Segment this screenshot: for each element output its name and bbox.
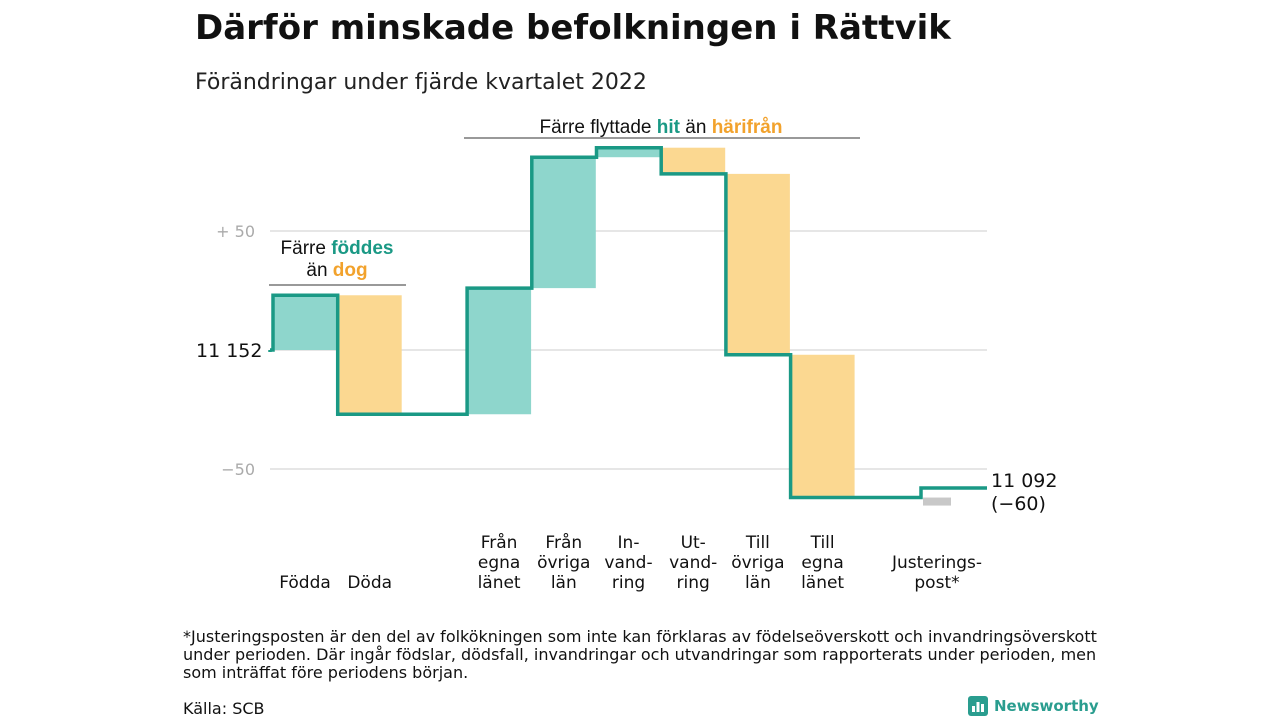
end-value-label: 11 092: [991, 470, 1057, 492]
bar-2: [337, 295, 402, 415]
bar-3: [467, 288, 532, 415]
annotation-births-deaths-line2: än dog: [306, 260, 367, 281]
category-label-5: In-vand-ring: [604, 533, 652, 593]
y-tick-label: −50: [221, 460, 255, 479]
annotation-2-part-4: härifrån: [712, 117, 783, 138]
annotation-1-part-1: Färre: [281, 238, 332, 259]
bars: [273, 147, 951, 506]
bar-8: [790, 354, 855, 498]
running-total-path: [270, 145, 987, 500]
bar-7: [725, 173, 790, 355]
annotation-migration: Färre flyttade hit än härifrån: [540, 117, 783, 138]
annotation-2-part-1: Färre flyttade: [540, 117, 657, 138]
category-label-4: Från övriga län: [537, 532, 590, 593]
annotation-1-part-2: föddes: [331, 238, 393, 259]
brand-name: Newsworthy: [994, 697, 1099, 715]
waterfall-chart: + 50 −50 11 152 11 092(−60) Födda Döda Från egn…: [196, 117, 1057, 593]
bar-chart-logo-icon: [968, 696, 988, 716]
brand-logo: Newsworthy: [968, 696, 1099, 716]
y-tick-label: + 50: [216, 222, 255, 241]
bar-4: [531, 157, 596, 289]
category-label-2: Döda: [347, 573, 392, 593]
annotation-2-part-2: hit: [657, 117, 681, 138]
category-label-1: Födda: [279, 573, 331, 593]
annotation-1-line2-part-1: än: [306, 260, 332, 281]
chart-subtitle: Förändringar under fjärde kvartalet 2022: [195, 70, 647, 95]
annotation-1-line2-part-2: dog: [333, 260, 368, 281]
labels: + 50 −50 11 152 11 092(−60) Födda Döda Från egn…: [196, 222, 1057, 593]
category-label-3: Från egna länet: [478, 532, 521, 593]
running-total-line: [268, 145, 987, 500]
chart-title: Därför minskade befolkningen i Rättvik: [195, 8, 951, 48]
footnote: *Justeringsposten är den del av folkökni…: [183, 627, 1097, 682]
source-label: Källa: SCB: [183, 699, 265, 718]
annotations: Färre föddes än dog Färre flyttade hit ä…: [269, 117, 860, 286]
annotation-2-part-3: än: [680, 117, 712, 138]
bar-1: [273, 295, 337, 350]
category-label-6: Ut-vand-ring: [669, 533, 717, 593]
category-label-9: Justerings-post*: [891, 553, 982, 593]
annotation-births-deaths: Färre föddes: [281, 238, 394, 259]
category-label-7: Till övriga län: [731, 533, 784, 593]
bar-6: [661, 147, 726, 174]
end-change-label: (−60): [991, 493, 1046, 515]
bar-9: [923, 497, 951, 506]
bar-5: [596, 147, 661, 158]
start-value-label: 11 152: [196, 340, 262, 362]
category-label-8: Till egna länet: [801, 533, 844, 593]
